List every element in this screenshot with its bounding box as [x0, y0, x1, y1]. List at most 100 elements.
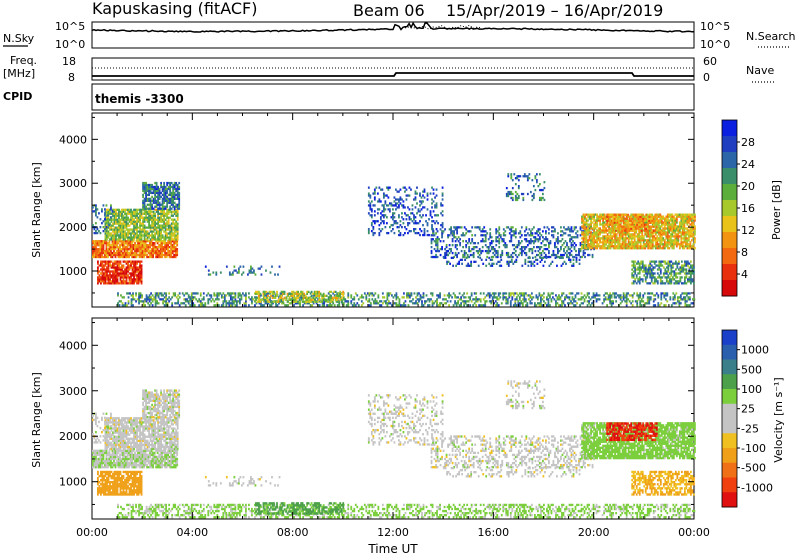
power-cell — [551, 253, 553, 257]
power-cell — [605, 239, 607, 242]
power-cell — [625, 292, 628, 295]
power-cell — [155, 191, 158, 195]
power-cell — [133, 218, 135, 221]
power-cell — [612, 213, 615, 216]
power-cell — [176, 249, 179, 253]
power-cell — [145, 296, 148, 299]
power-cell — [163, 197, 166, 200]
power-cell — [684, 298, 687, 301]
power-cell — [422, 206, 424, 209]
power-cell — [431, 300, 434, 303]
power-cell — [270, 304, 273, 307]
power-cell — [137, 272, 140, 275]
power-cell — [578, 262, 581, 265]
power-cell — [92, 240, 94, 243]
power-cell — [155, 226, 158, 229]
power-cell — [331, 300, 334, 303]
power-cell — [176, 185, 179, 189]
power-cell — [519, 236, 522, 239]
power-cell — [487, 238, 490, 241]
power-cell — [498, 228, 501, 231]
power-cell — [113, 210, 116, 213]
power-cell — [547, 298, 550, 301]
power-cell — [164, 205, 167, 208]
power-cell — [156, 251, 159, 255]
power-cell — [113, 222, 116, 225]
power-cell — [435, 194, 438, 197]
power-cell — [385, 194, 388, 197]
power-cell — [107, 234, 110, 237]
power-cell — [618, 225, 621, 228]
power-cell — [157, 214, 160, 217]
power-cell — [582, 251, 585, 255]
power-cell — [369, 304, 372, 307]
power-cell — [431, 202, 433, 205]
power-cell — [170, 236, 173, 239]
power-cell — [366, 292, 369, 295]
power-cell — [382, 210, 385, 213]
power-cell — [119, 268, 122, 271]
power-cell — [534, 238, 537, 241]
power-cell — [142, 181, 144, 185]
power-cell — [314, 294, 317, 297]
power-cell — [268, 290, 271, 294]
power-cell — [470, 294, 473, 297]
power-cell — [151, 222, 153, 225]
power-cell — [133, 272, 135, 275]
power-cell — [521, 264, 524, 267]
power-cell — [157, 222, 160, 225]
power-cell — [143, 240, 145, 243]
power-cell — [548, 249, 550, 253]
power-cell — [569, 251, 571, 255]
power-cell — [621, 215, 624, 218]
power-cell — [633, 237, 636, 240]
power-cell — [154, 220, 157, 223]
power-cell — [106, 276, 108, 279]
power-cell — [116, 282, 119, 285]
power-cell — [368, 292, 371, 295]
power-cell — [173, 185, 176, 189]
power-cell — [581, 233, 583, 236]
power-cell — [437, 304, 440, 307]
power-cell — [173, 226, 176, 229]
power-cell — [573, 304, 575, 307]
power-cell — [612, 300, 615, 303]
power-cell — [140, 247, 142, 251]
power-cell — [338, 304, 341, 307]
power-cell — [140, 208, 143, 211]
power-cell — [170, 181, 173, 185]
power-cell — [656, 227, 659, 230]
power-cell — [595, 298, 598, 301]
power-cell — [113, 208, 116, 211]
power-cell — [137, 212, 140, 215]
power-cell — [120, 244, 123, 247]
power-cell — [144, 247, 147, 251]
power-cell — [642, 235, 645, 238]
power-cell — [225, 304, 228, 307]
power-cell — [120, 251, 123, 255]
power-cell — [172, 189, 175, 193]
power-cell — [641, 213, 644, 216]
power-cell — [654, 241, 657, 244]
power-cell — [109, 276, 111, 279]
power-cell — [508, 292, 511, 295]
freq-tick-top: 18 — [62, 55, 76, 68]
power-cell — [457, 236, 460, 239]
power-cell — [175, 238, 178, 241]
power-cell — [386, 302, 389, 305]
power-cell — [576, 302, 578, 305]
power-cell — [130, 282, 132, 285]
power-cell — [98, 270, 101, 273]
power-cell — [614, 231, 617, 234]
power-cell — [146, 226, 149, 229]
power-cell — [113, 242, 115, 245]
power-cell — [590, 235, 592, 238]
power-cell — [393, 222, 396, 225]
power-cell — [176, 205, 179, 208]
power-cell — [309, 298, 312, 301]
power-cell — [646, 298, 649, 301]
power-cell — [163, 183, 166, 187]
power-cell — [151, 214, 153, 217]
power-cell — [149, 253, 151, 257]
power-cell — [253, 269, 255, 272]
